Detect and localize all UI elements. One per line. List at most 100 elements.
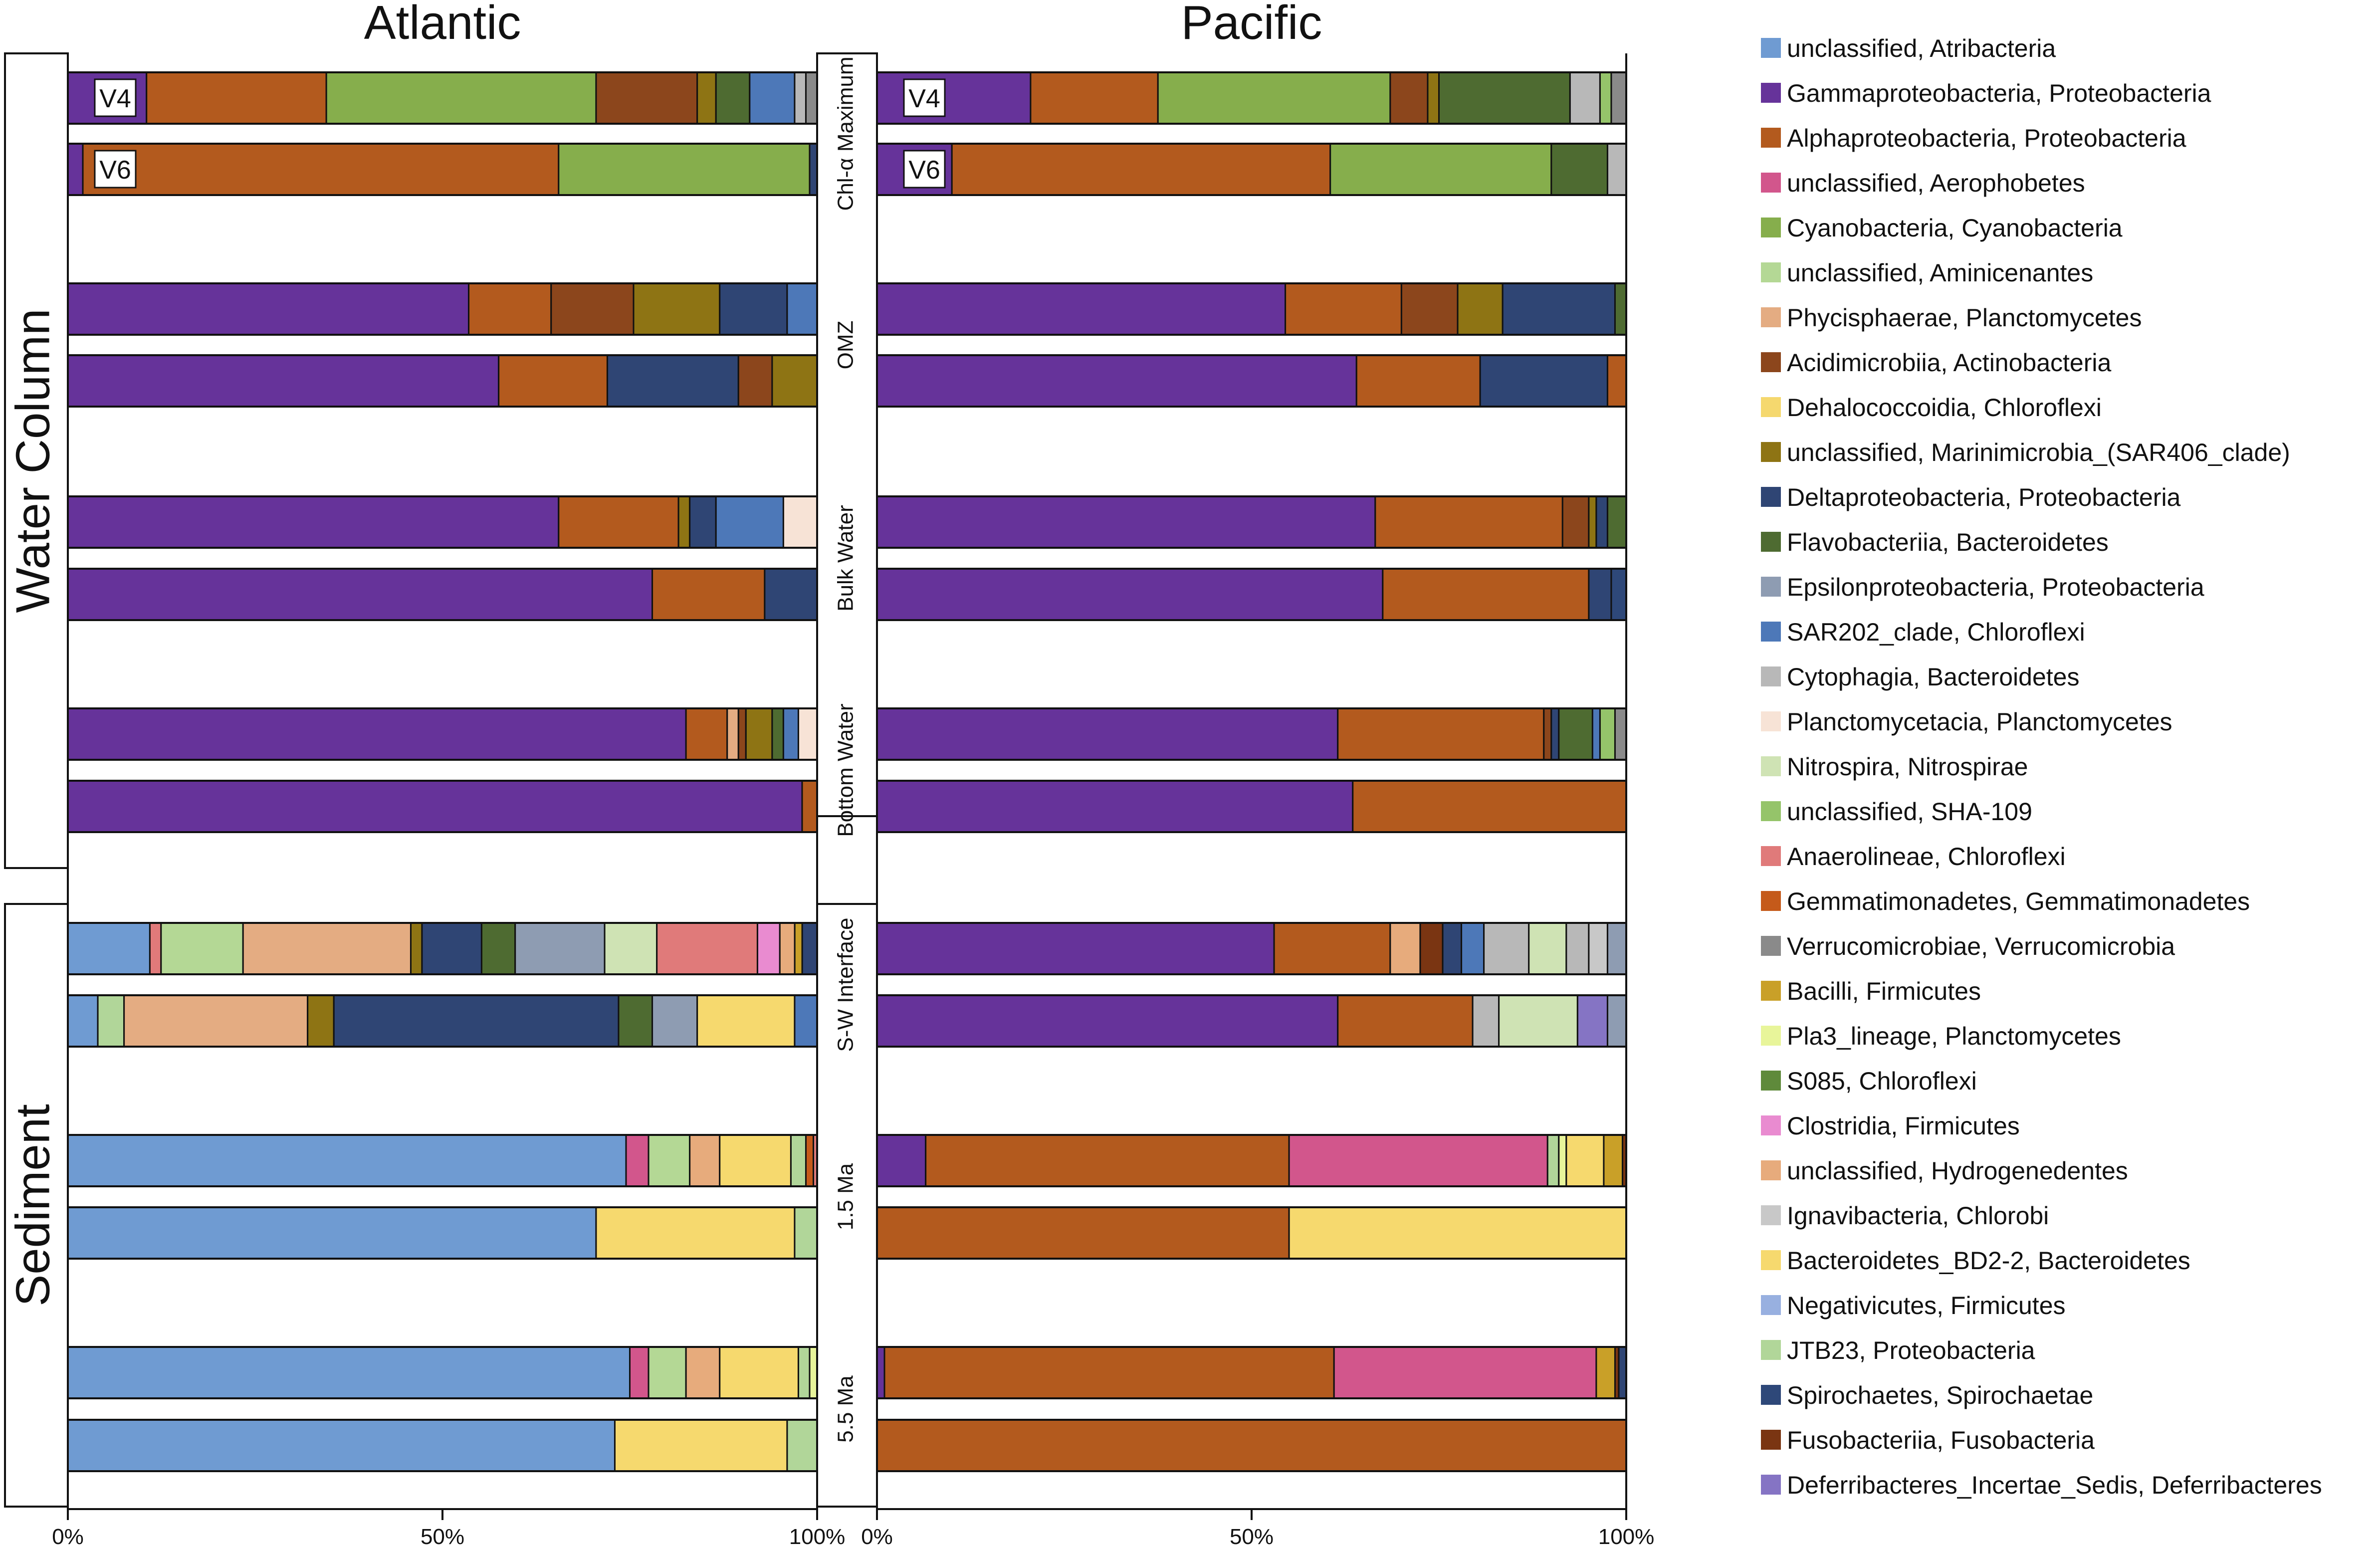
- bar-segment-pacific-r0-s6: [1569, 71, 1601, 125]
- bar-segment-atlantic-r8-s10: [756, 922, 781, 975]
- legend-swatch-cyanobacteria-cyanobacteria: [1761, 218, 1781, 237]
- bar-segment-atlantic-r8-s13: [801, 922, 818, 975]
- bar-segment-pacific-r9-s4: [1576, 994, 1608, 1048]
- bar-segment-pacific-r10-s3: [1546, 1134, 1560, 1187]
- bar-segment-pacific-r10-s0: [876, 1134, 927, 1187]
- bar-segment-atlantic-r8-s6: [480, 922, 516, 975]
- bar-segment-pacific-r1-s3: [1550, 143, 1608, 196]
- bar-segment-pacific-r3-s3: [1606, 354, 1627, 408]
- bar-segment-atlantic-r9-s2: [123, 994, 309, 1048]
- bar-segment-pacific-r9-s2: [1472, 994, 1500, 1048]
- legend-label: SAR202_clade, Chloroflexi: [1787, 618, 2085, 646]
- bar-segment-atlantic-r8-s2: [160, 922, 244, 975]
- legend-swatch-unclassified-sha-109: [1761, 801, 1781, 821]
- panel-title-pacific: Pacific: [1181, 0, 1322, 49]
- bar-segment-pacific-r1-s1: [951, 143, 1331, 196]
- legend-label: unclassified, SHA-109: [1787, 798, 2032, 826]
- bar-segment-atlantic-r4-s4: [715, 495, 784, 549]
- bar-segment-atlantic-r8-s12: [794, 922, 803, 975]
- frame-layer: [4, 52, 1627, 1520]
- bar-segment-pacific-r2-s0: [876, 282, 1287, 336]
- legend-label: Pla3_lineage, Planctomycetes: [1787, 1022, 2121, 1050]
- bar-segment-pacific-r1-s2: [1329, 143, 1552, 196]
- bar-segment-atlantic-r9-s5: [618, 994, 653, 1048]
- legend-swatch-unclassified-aerophobetes: [1761, 173, 1781, 193]
- bar-segment-pacific-r10-s5: [1565, 1134, 1605, 1187]
- bar-segment-atlantic-r8-s0: [67, 922, 151, 975]
- bar-segment-atlantic-r3-s3: [737, 354, 773, 408]
- legend-swatch-clostridia-firmicutes: [1761, 1115, 1781, 1135]
- legend-layer: unclassified, Atribacteria Gammaproteobac…: [1761, 34, 2322, 1499]
- bar-segment-atlantic-r8-s7: [514, 922, 606, 975]
- bar-segment-pacific-r6-s4: [1558, 707, 1593, 761]
- legend-label: JTB23, Proteobacteria: [1787, 1336, 2035, 1364]
- bar-segment-pacific-r0-s5: [1438, 71, 1571, 125]
- legend-label: Bacilli, Firmicutes: [1787, 977, 1981, 1005]
- bar-segment-pacific-r2-s3: [1457, 282, 1504, 336]
- legend-label: Cytophagia, Bacteroidetes: [1787, 663, 2079, 691]
- bar-segment-pacific-r10-s4: [1558, 1134, 1567, 1187]
- bar-segment-pacific-r4-s2: [1561, 495, 1590, 549]
- legend-label: Epsilonproteobacteria, Proteobacteria: [1787, 573, 2204, 601]
- bar-segment-pacific-r2-s1: [1285, 282, 1402, 336]
- row-label-chl-maximum: Chl-α Maximum: [834, 56, 858, 211]
- legend-swatch-pla3-lineage-planctomycetes: [1761, 1026, 1781, 1046]
- bar-segment-pacific-r8-s2: [1389, 922, 1421, 975]
- bar-segment-atlantic-r13-s1: [614, 1419, 788, 1472]
- bar-segment-pacific-r12-s2: [1333, 1346, 1597, 1399]
- legend-swatch-anaerolineae-chloroflexi: [1761, 846, 1781, 866]
- legend-label: Fusobacteriia, Fusobacteria: [1787, 1426, 2095, 1454]
- bar-segment-atlantic-r5-s2: [764, 568, 818, 621]
- bar-segment-atlantic-r6-s6: [782, 707, 799, 761]
- primer-label-box: [94, 78, 137, 117]
- row-label-bottom-water: Bottom Water: [834, 703, 858, 837]
- bar-segment-pacific-r6-s1: [1337, 707, 1545, 761]
- group-bracket-water-column: [4, 52, 69, 869]
- legend-label: Acidimicrobiia, Actinobacteria: [1787, 349, 2111, 377]
- bar-segment-pacific-r6-s7: [1614, 707, 1627, 761]
- bar-segment-pacific-r0-s8: [1610, 71, 1627, 125]
- legend-swatch-ignavibacteria-chlorobi: [1761, 1205, 1781, 1225]
- bar-segment-pacific-r5-s0: [876, 568, 1384, 621]
- bar-segment-atlantic-r9-s7: [696, 994, 796, 1048]
- legend-label: Deltaproteobacteria, Proteobacteria: [1787, 483, 2181, 511]
- bar-segment-atlantic-r9-s8: [794, 994, 818, 1048]
- bar-segment-pacific-r4-s3: [1588, 495, 1597, 549]
- bar-segment-atlantic-r0-s6: [749, 71, 796, 125]
- bar-segment-atlantic-r0-s4: [696, 71, 717, 125]
- group-label-sediment: Sediment: [6, 1104, 59, 1307]
- bar-segment-atlantic-r0-s5: [715, 71, 751, 125]
- legend-swatch-dehalococcoidia-chloroflexi: [1761, 397, 1781, 417]
- bar-segment-atlantic-r3-s2: [606, 354, 739, 408]
- bar-segment-atlantic-r8-s5: [421, 922, 482, 975]
- x-tick-label: 100%: [789, 1525, 846, 1546]
- bar-segment-atlantic-r3-s0: [67, 354, 500, 408]
- bar-segment-pacific-r4-s0: [876, 495, 1376, 549]
- legend-swatch-fusobacteriia-fusobacteria: [1761, 1430, 1781, 1450]
- bar-segment-atlantic-r12-s2: [648, 1346, 687, 1399]
- bar-segment-pacific-r6-s5: [1591, 707, 1601, 761]
- bar-segment-atlantic-r0-s7: [794, 71, 807, 125]
- bar-segment-pacific-r8-s9: [1588, 922, 1608, 975]
- bar-segment-pacific-r12-s3: [1595, 1346, 1616, 1399]
- bar-segment-atlantic-r4-s3: [689, 495, 717, 549]
- legend-swatch-bacilli-firmicutes: [1761, 981, 1781, 1001]
- bar-segment-atlantic-r0-s2: [325, 71, 597, 125]
- bar-segment-pacific-r4-s4: [1595, 495, 1608, 549]
- bar-segment-pacific-r2-s2: [1400, 282, 1459, 336]
- bar-segment-atlantic-r10-s3: [689, 1134, 721, 1187]
- bar-segment-pacific-r10-s2: [1288, 1134, 1548, 1187]
- row-label-s-w-interface: S-W Interface: [834, 918, 858, 1052]
- legend-swatch-bacteroidetes-bd2-2-bacteroidetes: [1761, 1250, 1781, 1270]
- bar-segment-pacific-r2-s5: [1614, 282, 1627, 336]
- bar-segment-atlantic-r10-s6: [805, 1134, 814, 1187]
- row-label-1-5-ma: 1.5 Ma: [834, 1163, 858, 1230]
- text-layer: 0% 50% 100% Atlantic V4 V6 0% 50% 100% Pacific V4 V…: [6, 0, 1654, 1546]
- bar-segment-atlantic-r9-s4: [333, 994, 620, 1048]
- primer-label-v4: V4: [908, 84, 940, 113]
- bar-segment-pacific-r0-s0: [876, 71, 1032, 125]
- bar-segment-atlantic-r8-s1: [149, 922, 162, 975]
- bar-segment-atlantic-r12-s4: [719, 1346, 799, 1399]
- group-bracket-sediment: [4, 903, 69, 1508]
- legend-label: Verrucomicrobiae, Verrucomicrobia: [1787, 932, 2175, 960]
